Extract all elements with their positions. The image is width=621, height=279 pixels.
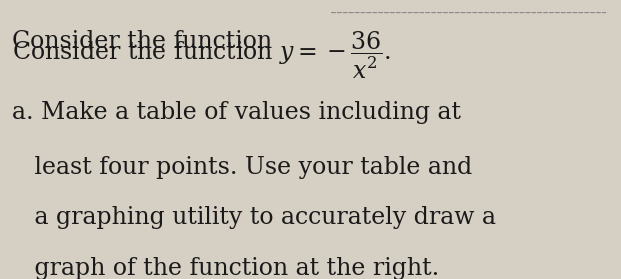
Text: a. Make a table of values including at: a. Make a table of values including at [12,101,461,124]
Text: least four points. Use your table and: least four points. Use your table and [12,156,473,179]
Text: Consider the function $y = -\dfrac{36}{x^2}$.: Consider the function $y = -\dfrac{36}{x… [12,30,391,81]
Text: a graphing utility to accurately draw a: a graphing utility to accurately draw a [12,206,496,229]
Text: Consider the function: Consider the function [12,30,280,53]
Text: graph of the function at the right.: graph of the function at the right. [12,257,440,279]
